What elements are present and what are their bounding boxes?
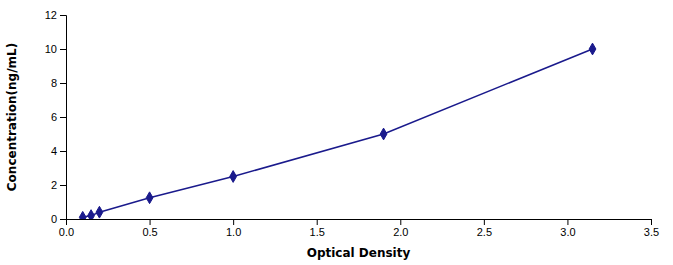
- tick: 3.5: [644, 219, 659, 238]
- tick-mark: [60, 117, 66, 118]
- chart: 0.0 0.5 1.0 1.5 2.0 2.5 3.0 3.5 0 2 4 6 8 10 12 Optical…: [0, 0, 673, 265]
- tick-mark: [400, 219, 401, 225]
- tick-label: 10: [45, 43, 57, 55]
- tick: 2: [51, 179, 66, 191]
- tick: 1.5: [310, 219, 325, 238]
- tick-label: 2.5: [477, 226, 492, 238]
- tick: 0.5: [142, 219, 157, 238]
- tick-label: 2.0: [393, 226, 408, 238]
- tick-label: 6: [51, 111, 57, 123]
- y-axis: 0 2 4 6 8 10 12: [45, 9, 67, 225]
- tick-label: 1.0: [226, 226, 241, 238]
- marker: [96, 206, 103, 218]
- tick-mark: [60, 185, 66, 186]
- tick-mark: [233, 219, 234, 225]
- tick: 3.0: [560, 219, 575, 238]
- tick-mark: [60, 15, 66, 16]
- tick: 8: [51, 77, 66, 89]
- marker: [88, 210, 95, 219]
- tick-label: 4: [51, 145, 57, 157]
- tick-mark: [484, 219, 485, 225]
- tick: 6: [51, 111, 66, 123]
- tick-mark: [567, 219, 568, 225]
- y-axis-title: Concentration(ng/mL): [5, 43, 19, 191]
- tick-mark: [60, 219, 66, 220]
- marker: [230, 171, 237, 183]
- tick: 0: [51, 213, 66, 225]
- tick-label: 3.5: [644, 226, 659, 238]
- marker: [380, 128, 387, 140]
- line: [83, 49, 593, 217]
- tick-label: 1.5: [310, 226, 325, 238]
- marker: [79, 211, 86, 219]
- tick: 2.5: [477, 219, 492, 238]
- marker: [146, 192, 153, 204]
- tick-mark: [150, 219, 151, 225]
- tick: 0.0: [59, 219, 74, 238]
- tick-label: 0.5: [142, 226, 157, 238]
- tick: 4: [51, 145, 66, 157]
- tick-label: 8: [51, 77, 57, 89]
- tick-label: 3.0: [560, 226, 575, 238]
- marker: [589, 43, 596, 55]
- marks: [79, 43, 596, 219]
- tick: 2.0: [393, 219, 408, 238]
- tick-label: 0: [51, 213, 57, 225]
- axis-line: [67, 220, 652, 226]
- tick: 1.0: [226, 219, 241, 238]
- axis-line: [60, 16, 67, 220]
- tick-mark: [60, 151, 66, 152]
- x-axis-title: Optical Density: [307, 246, 411, 260]
- tick: 10: [45, 43, 66, 55]
- tick-label: 12: [45, 9, 57, 21]
- tick-label: 0.0: [59, 226, 74, 238]
- tick-mark: [317, 219, 318, 225]
- tick-mark: [60, 49, 66, 50]
- tick-mark: [651, 219, 652, 225]
- plot-area: 0.0 0.5 1.0 1.5 2.0 2.5 3.0 3.5 0 2 4 6 8 10 12: [45, 9, 659, 238]
- x-axis: 0.0 0.5 1.0 1.5 2.0 2.5 3.0 3.5: [59, 219, 659, 238]
- tick-mark: [60, 83, 66, 84]
- tick-label: 2: [51, 179, 57, 191]
- tick: 12: [45, 9, 66, 21]
